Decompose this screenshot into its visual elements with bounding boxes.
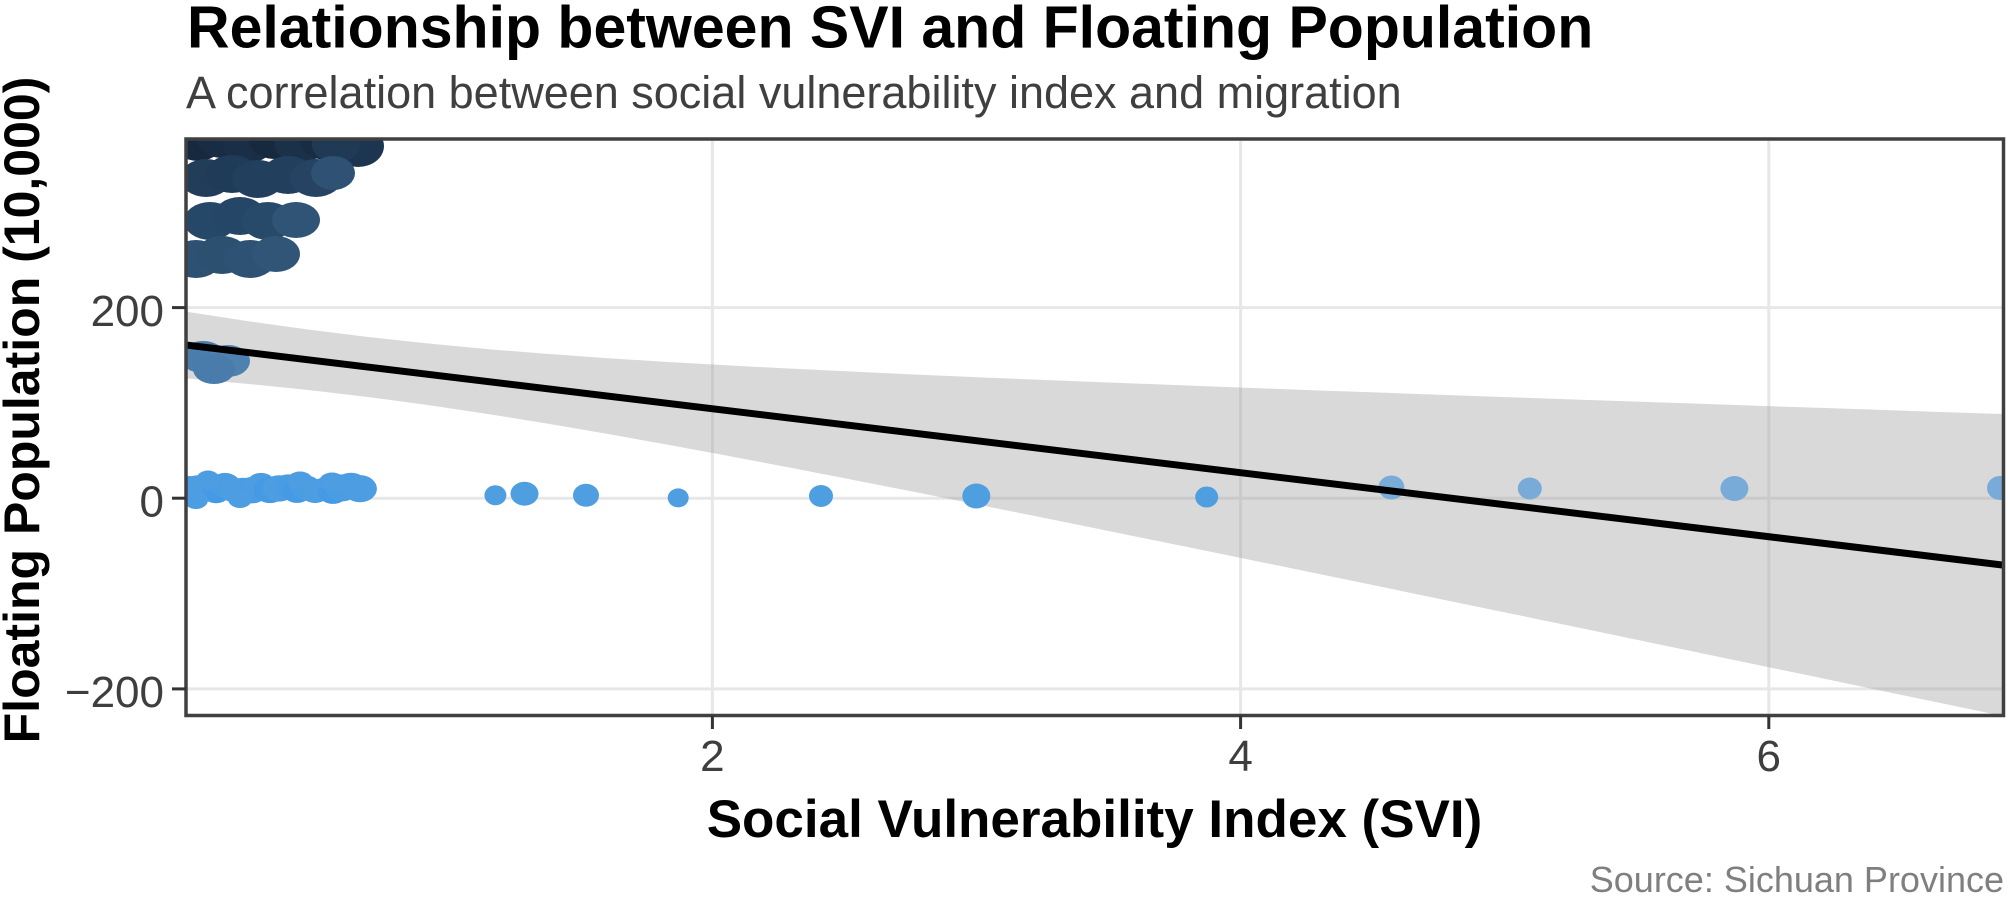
svg-text:Social Vulnerability Index (SV: Social Vulnerability Index (SVI) [707, 790, 1483, 849]
svg-text:4: 4 [1228, 732, 1252, 781]
svg-text:6: 6 [1757, 732, 1781, 781]
svg-text:0: 0 [140, 478, 164, 527]
svg-text:Relationship between SVI and F: Relationship between SVI and Floating Po… [187, 0, 1593, 61]
svg-text:Source: Sichuan Province: Source: Sichuan Province [1590, 859, 2004, 898]
svg-text:Floating Population (10,000): Floating Population (10,000) [0, 77, 50, 744]
svg-text:2: 2 [700, 732, 724, 781]
svg-text:A correlation between social v: A correlation between social vulnerabili… [186, 67, 1402, 118]
svg-text:200: 200 [91, 287, 164, 336]
svg-text:−200: −200 [65, 668, 164, 717]
